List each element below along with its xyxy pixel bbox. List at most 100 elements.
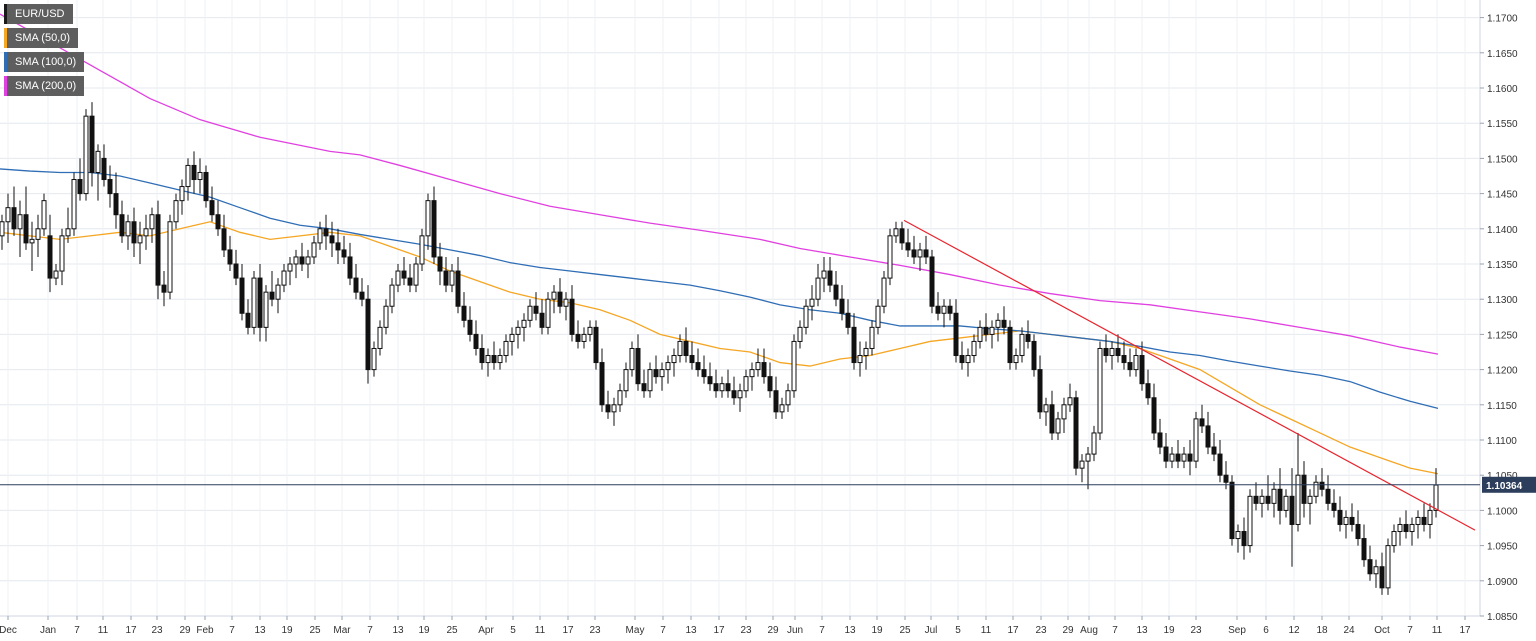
candle-body (1103, 347, 1109, 357)
legend-label: EUR/USD (15, 8, 65, 20)
x-tick-label: 13 (254, 625, 266, 636)
candle-body (329, 235, 335, 244)
candle (1157, 418, 1163, 455)
legend-label: SMA (50,0) (15, 32, 71, 44)
candle-body (1061, 404, 1067, 420)
legend-item-sma-100[interactable]: SMA (100,0) (4, 52, 85, 72)
legend-item-sma-50[interactable]: SMA (50,0) (4, 28, 79, 48)
candle (143, 214, 149, 250)
candle (173, 193, 179, 229)
candle-body (995, 319, 1001, 328)
x-tick-label: 5 (510, 625, 516, 636)
candle (437, 242, 443, 286)
candle-body (989, 326, 995, 335)
candle-body (929, 256, 935, 307)
candle (1151, 383, 1157, 440)
candle-body (191, 164, 197, 181)
candle (293, 249, 299, 279)
candle-body (1127, 362, 1133, 371)
candle-body (173, 200, 179, 223)
candle-body (875, 305, 881, 328)
candle-body (797, 326, 803, 342)
candle (1343, 510, 1349, 539)
candle-body (599, 362, 605, 406)
legend-label: SMA (100,0) (15, 56, 77, 68)
candle-body (1109, 347, 1115, 357)
candle (113, 172, 119, 229)
candle (929, 249, 935, 314)
x-tick-label: Oct (1374, 625, 1390, 636)
candle-body (665, 362, 671, 371)
x-tick-label: 17 (562, 625, 574, 636)
candle (1163, 432, 1169, 469)
candle (425, 193, 431, 250)
candle-body (1331, 502, 1337, 511)
candle-body (1187, 453, 1193, 462)
candle-body (1265, 495, 1271, 504)
candle (803, 299, 809, 335)
candle (1133, 348, 1139, 377)
candle (1199, 404, 1205, 433)
candle (125, 214, 131, 250)
candle-body (515, 326, 521, 335)
candle (635, 334, 641, 391)
candle (1379, 552, 1385, 595)
candle-body (593, 326, 599, 364)
candle-body (647, 369, 653, 392)
candle-body (359, 291, 365, 300)
x-tick-label: 19 (1163, 625, 1175, 636)
candle (17, 200, 23, 257)
candle-body (1133, 355, 1139, 371)
legend-item-eurusd[interactable]: EUR/USD (4, 4, 73, 24)
candle (1211, 432, 1217, 462)
candle (827, 256, 833, 293)
candle-body (1391, 531, 1397, 547)
x-tick-label: 17 (713, 625, 725, 636)
candle (995, 313, 1001, 342)
candle-body (383, 305, 389, 328)
candle (107, 165, 113, 208)
candle-body (899, 228, 905, 244)
x-tick-label: 23 (151, 625, 163, 636)
candle-body (977, 326, 983, 342)
candle-body (911, 249, 917, 258)
candle-body (827, 270, 833, 286)
candle (311, 235, 317, 264)
candle (869, 320, 875, 356)
candle-body (1235, 531, 1241, 540)
candle (1049, 390, 1055, 440)
candle (1019, 327, 1025, 363)
candle (1427, 503, 1433, 539)
x-tick-label: 13 (685, 625, 697, 636)
candle (491, 341, 497, 370)
candle (737, 383, 743, 412)
candle (809, 285, 815, 321)
candle (1067, 383, 1073, 412)
candle (335, 228, 341, 264)
candle (521, 313, 527, 342)
candle-body (197, 171, 203, 181)
candle (503, 334, 509, 363)
x-tick-label: 18 (1316, 625, 1328, 636)
x-tick-label: 17 (125, 625, 137, 636)
candle-body (407, 277, 413, 286)
candle-body (89, 115, 95, 173)
candle (917, 242, 923, 272)
candle (545, 292, 551, 335)
sma-lines (0, 13, 1439, 475)
candle-body (557, 291, 563, 307)
grid-vertical (7, 0, 1466, 616)
candle-body (317, 228, 323, 244)
candle-body (17, 214, 23, 230)
candle-body (695, 362, 701, 371)
candle-body (893, 228, 899, 237)
candle (935, 292, 941, 321)
candle (5, 193, 11, 243)
x-tick-label: 7 (229, 625, 235, 636)
candle-body (35, 228, 41, 240)
candle-body (1433, 484, 1439, 511)
candle (257, 264, 263, 342)
x-tick-label: 25 (309, 625, 321, 636)
legend-item-sma-200[interactable]: SMA (200,0) (4, 76, 85, 96)
